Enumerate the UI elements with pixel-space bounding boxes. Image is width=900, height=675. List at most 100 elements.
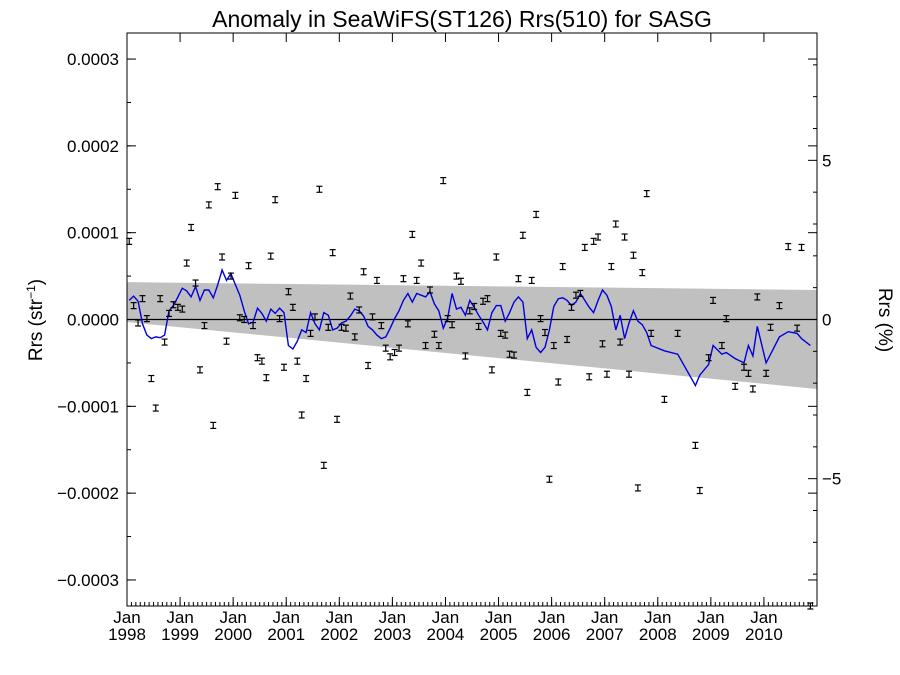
x-tick-month: Jan [113,608,140,627]
data-point [281,363,288,371]
data-point [435,341,442,350]
data-point [404,320,411,328]
data-point [754,293,761,301]
data-point [307,329,314,337]
data-point [541,328,548,337]
data-point [223,337,230,345]
y-tick-label: 0.0000 [67,311,119,330]
data-point [157,295,164,303]
y-axis-left: 0.0003 0.0002 0.0001 0.0000 −0.0001 −0.0002 −0… [57,50,817,590]
data-point [183,259,190,267]
data-point [329,249,336,257]
data-point [431,330,438,338]
data-point [515,275,522,283]
data-point [674,329,681,337]
y-right-tick-label: 0 [822,311,831,330]
y-axis-right: 5 0 −5 [808,64,841,575]
data-point [475,322,482,331]
x-tick-month: Jan [326,608,353,627]
data-point [250,321,257,330]
data-point [590,237,597,245]
data-point [559,262,566,271]
data-point [311,313,318,321]
y-tick-label: −0.0002 [57,484,119,503]
data-point [497,329,504,337]
data-point [325,323,332,331]
data-point [502,331,509,339]
y-axis-label-close: ) [26,279,47,285]
data-point [586,373,593,381]
data-point [298,411,305,419]
x-tick-year: 2003 [373,625,411,644]
data-point [453,272,460,280]
data-point [232,191,239,199]
data-point [135,319,142,327]
data-point [161,338,168,346]
data-point [661,395,668,403]
data-point [705,354,712,362]
data-point [338,323,345,331]
data-point [457,277,464,285]
data-point [488,366,495,374]
data-point [201,321,208,330]
data-point [648,329,655,337]
data-point [639,269,646,277]
x-tick-year: 1999 [161,625,199,644]
data-point [710,296,717,304]
data-point [258,357,265,365]
x-tick-year: 1998 [108,625,146,644]
data-point [426,286,433,294]
data-point [519,231,526,239]
data-point [692,441,699,449]
y-tick-label: −0.0003 [57,571,119,590]
data-point [422,341,429,350]
data-point [524,388,531,397]
data-point [276,315,283,323]
data-point [643,190,650,198]
x-tick-year: 2009 [692,625,730,644]
data-point [387,353,394,361]
data-point [143,315,150,323]
x-tick-year: 2008 [639,625,677,644]
x-tick-month: Jan [644,608,671,627]
data-point [179,305,186,313]
x-tick-month: Jan [538,608,565,627]
y-tick-label: 0.0001 [67,224,119,243]
data-point [511,351,518,359]
data-point [263,374,270,382]
data-point [174,303,181,311]
data-point [382,344,389,352]
data-point [139,295,146,303]
data-point [568,303,575,311]
data-point [236,314,243,322]
data-point [550,341,557,350]
data-point [794,324,801,332]
y-right-tick-label: 5 [822,151,831,170]
data-point [603,370,610,378]
data-point [320,461,327,469]
x-tick-month: Jan [697,608,724,627]
data-point [272,196,279,204]
data-point [749,385,756,393]
data-point [170,301,177,309]
data-point [555,378,562,386]
data-point [634,484,641,492]
data-point [630,251,637,259]
data-point [471,302,478,311]
data-point [130,302,137,310]
x-tick-year: 2006 [533,625,571,644]
data-point [798,243,805,252]
data-point [152,404,159,412]
data-point [267,252,274,260]
data-point [506,350,513,358]
data-point [480,297,487,305]
data-point [723,315,730,323]
data-point [148,374,155,383]
data-point [369,313,376,321]
x-tick-month: Jan [273,608,300,627]
data-point [418,259,425,267]
data-point [409,230,416,239]
data-point [595,233,602,241]
data-point [378,321,385,330]
